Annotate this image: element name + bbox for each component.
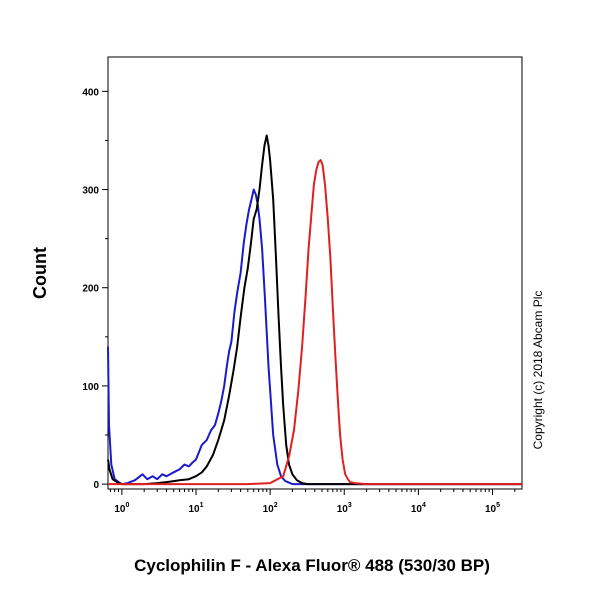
series-layer [107,134,522,486]
x-tick-label: 105 [485,502,500,515]
x-tick-label: 103 [337,502,352,515]
x-tick-exponent: 0 [125,502,129,509]
x-tick-base: 10 [114,504,126,515]
x-tick-base: 10 [263,504,275,515]
x-axis: 100 101 102 103 104 105 [109,489,516,515]
x-tick-exponent: 2 [274,502,278,509]
series-line-2 [108,159,522,486]
y-tick-label: 0 [93,480,99,491]
x-tick-base: 10 [485,504,497,515]
x-tick-base: 10 [411,504,423,515]
y-tick-label: 100 [82,382,99,393]
y-tick-label: 400 [82,87,99,98]
x-tick-exponent: 5 [496,502,500,509]
x-tick-base: 10 [188,504,200,515]
x-tick-exponent: 3 [348,502,352,509]
x-tick-label: 100 [114,502,129,515]
x-tick-exponent: 1 [200,502,204,509]
x-tick-exponent: 4 [422,502,426,509]
x-tick-label: 104 [411,502,426,515]
y-tick-label: 200 [82,284,99,295]
series-line-1 [107,134,522,486]
x-axis-title: Cyclophilin F - Alexa Fluor® 488 (530/30… [134,556,490,575]
x-tick-base: 10 [337,504,349,515]
series-line-0 [107,188,522,486]
y-axis-title: Count [30,247,50,299]
x-tick-label: 102 [263,502,278,515]
x-tick-label: 101 [188,502,203,515]
copyright-notice: Copyright (c) 2018 Abcam Plc [531,291,545,450]
y-axis: 0 100 200 300 400 [82,87,108,491]
plot-frame [107,56,523,490]
y-tick-label: 300 [82,186,99,197]
